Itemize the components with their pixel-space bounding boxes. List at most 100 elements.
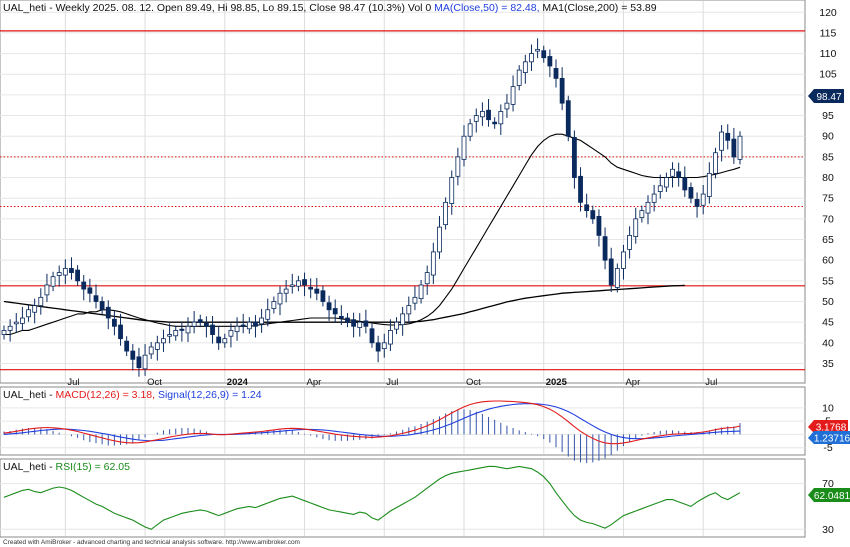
candle-body [38,296,44,307]
candle-body [412,296,418,304]
candle-body [351,319,357,327]
candle-body [529,53,534,63]
price-tick-label: 65 [822,234,834,246]
x-tick-label: Jul [705,377,717,388]
candle-body [430,251,436,276]
price-tick-label: 35 [822,358,834,370]
candle-body [578,175,583,203]
price-tick-label: 90 [822,131,834,143]
candle-body [510,86,516,105]
candle-body [602,236,608,261]
price-tick-label: 115 [820,27,837,39]
candle-body [112,318,117,327]
candle-body [418,284,424,300]
candle-body [467,123,473,137]
candle-body [338,315,344,319]
price-tick-label: 75 [822,193,834,205]
rsi-tick-label: 30 [822,524,834,536]
price-tick-label: 55 [822,275,834,287]
candle-body [694,199,700,207]
candle-body [222,338,228,344]
candle-body [486,109,491,121]
candle-body [688,187,694,199]
x-tick-label: Jul [386,377,398,388]
macd-histogram [3,409,741,464]
rsi-axis: 30 70 [822,478,834,536]
candle-body [455,156,461,177]
candle-body [621,251,626,269]
candle-body [357,321,363,328]
candle-body [572,137,577,178]
candle-body [50,276,56,287]
candle-body [289,284,295,288]
candle-body [308,287,314,290]
candle-body [118,324,123,340]
rsi-tick-label: 70 [822,478,834,490]
x-tick-label: Apr [307,377,322,388]
price-tick-label: 45 [822,317,834,329]
candle-body [719,131,724,151]
candle-body [473,115,479,122]
candle-body [203,322,209,327]
x-tick-label: Jul [67,377,79,388]
candle-body [737,135,743,160]
candle-body [363,320,369,327]
candle-body [7,325,13,331]
price-tick-label: 120 [819,7,837,19]
candle-body [1,330,7,335]
candle-body [161,338,166,344]
macd-tick-label: 10 [822,402,834,414]
price-badge: 98.47 [808,89,844,103]
candle-body [271,301,277,309]
candle-body [69,268,74,273]
candle-body [522,61,528,73]
candle-body [277,292,283,305]
candle-body [492,121,498,125]
candle-body [387,330,393,345]
candle-body [461,135,467,160]
price-tick-label: 40 [822,337,834,349]
price-tick-label: 105 [819,69,837,81]
price-tick-label: 95 [822,110,834,122]
candle-body [639,210,645,219]
candle-body [706,173,712,197]
candle-body [369,328,375,344]
candle-body [645,201,651,214]
candle-body [657,185,663,192]
candle-body [547,56,553,67]
candle-body [326,302,332,311]
svg-text:1.23716: 1.23716 [814,434,850,445]
signal-badge: 1.23716 [808,431,850,445]
candle-body [443,201,449,226]
footer-credit: Created with AmiBroker - advanced charti… [3,539,300,546]
signal-line [3,403,741,442]
rsi-header: UAL_heti - RSI(15) = 62.05 [3,461,130,473]
candle-body [424,272,430,285]
candle-body [99,301,105,311]
candle-body [179,328,185,331]
candle-body [191,321,197,327]
ma50-line [4,133,741,336]
candle-body [535,49,540,52]
candle-body [167,334,173,337]
macd-tick-label: -5 [823,442,832,454]
candle-body [682,177,688,191]
x-tick-label: Apr [625,377,640,388]
macd-badge: 3.1768 [808,420,848,434]
macd-header: UAL_heti - MACD(12,26) = 3.18, Signal(12… [3,389,262,401]
candle-body [173,330,179,337]
x-tick-label: 2024 [227,377,249,388]
candle-body [400,313,406,326]
candle-body [87,287,93,294]
candle-body [504,102,510,110]
candle-body [32,305,38,313]
x-tick-label: Oct [147,377,162,388]
price-header: UAL_heti - Weekly 2025. 08. 12. Open 89.… [3,2,657,14]
candle-body [75,269,80,282]
time-axis: Jul Oct 2024 Apr Jul Oct 2025 Apr Jul [67,377,717,388]
candle-body [731,138,737,158]
candle-body [234,325,240,333]
x-tick-label: 2025 [546,377,568,388]
candle-body [394,321,399,330]
price-axis: 3540455055606570758085909510010511011512… [819,7,837,370]
